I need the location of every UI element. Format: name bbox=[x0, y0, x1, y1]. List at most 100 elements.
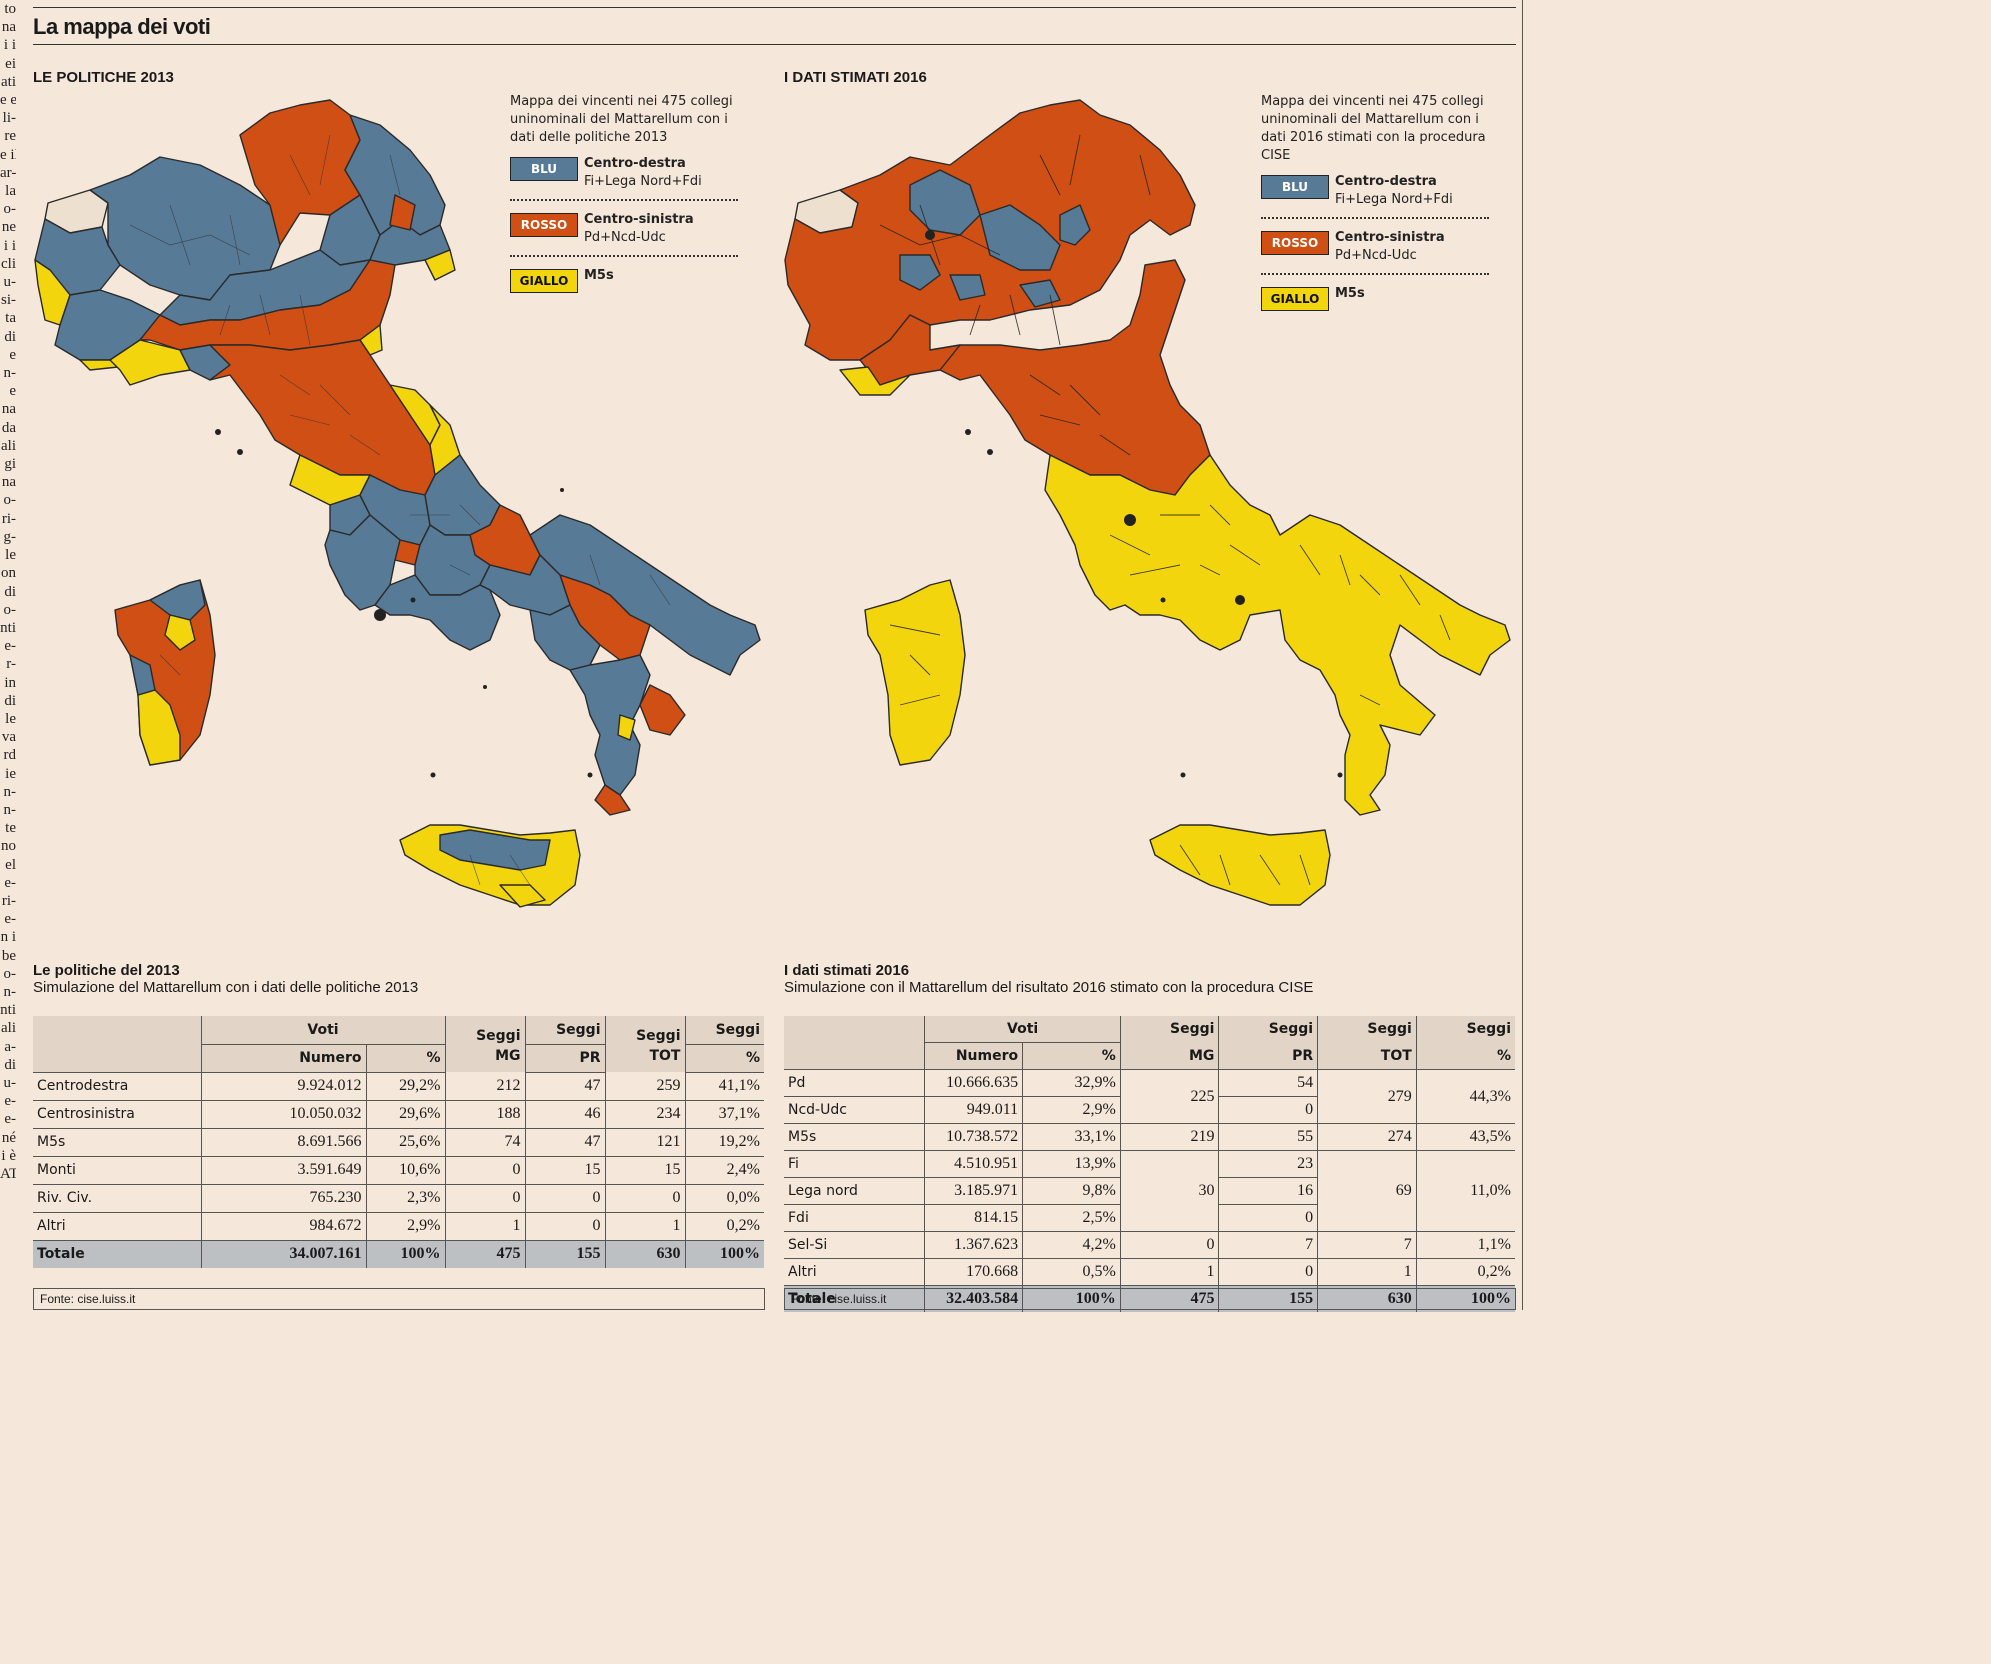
col-seggi-pr: Seggi bbox=[525, 1016, 606, 1045]
cell-pr: 0 bbox=[525, 1212, 606, 1241]
cell-tot: 15 bbox=[605, 1156, 686, 1185]
cell-pct: 10,6% bbox=[366, 1156, 446, 1185]
cell-name: Totale bbox=[33, 1240, 202, 1268]
article-line: re bbox=[4, 128, 16, 145]
article-line: no bbox=[1, 838, 16, 855]
legend-item-blu: BLU Centro-destra Fi+Lega Nord+Fdi bbox=[510, 155, 750, 195]
article-line: cli bbox=[1, 255, 16, 272]
article-line: di bbox=[4, 1056, 16, 1073]
cell-spct: 44,3% bbox=[1416, 1069, 1515, 1124]
col-seggi-tot: Seggi bbox=[1317, 1016, 1417, 1043]
article-line: e e bbox=[0, 92, 16, 109]
cell-spct: 0,2% bbox=[1416, 1258, 1515, 1286]
cell-spct: 41,1% bbox=[685, 1072, 764, 1101]
article-line: na bbox=[1, 474, 16, 491]
cell-tot: 274 bbox=[1317, 1123, 1417, 1151]
cell-name: Riv. Civ. bbox=[33, 1184, 202, 1213]
col-voti: Voti bbox=[924, 1016, 1121, 1043]
table-2013-header: Le politiche del 2013 Simulazione del Ma… bbox=[33, 962, 418, 996]
article-line: i i bbox=[3, 237, 16, 254]
article-line: nti bbox=[0, 619, 16, 636]
legend-item-rosso: ROSSO Centro-sinistra Pd+Ncd-Udc bbox=[1261, 229, 1501, 269]
legend-sub: Pd+Ncd-Udc bbox=[1335, 248, 1417, 263]
top-rule bbox=[33, 7, 1516, 8]
cell-name: Altri bbox=[784, 1258, 926, 1286]
col-voti: Voti bbox=[201, 1016, 446, 1045]
article-line: n- bbox=[3, 983, 17, 1000]
table-row: Pd 10.666.635 32,9% 225 54 279 44,3% bbox=[784, 1069, 1515, 1124]
table-row: M5s 10.738.572 33,1% 219 55 274 43,5% bbox=[784, 1123, 1515, 1151]
cell-tot: 69 bbox=[1317, 1150, 1417, 1232]
cell-mg: 475 bbox=[445, 1240, 526, 1268]
table-2016-header: I dati stimati 2016 Simulazione con il M… bbox=[784, 962, 1313, 996]
article-line: ar- bbox=[0, 164, 16, 181]
page-title: La mappa dei voti bbox=[33, 14, 211, 39]
cell-spct: 37,1% bbox=[685, 1100, 764, 1129]
cell-pr: 47 bbox=[525, 1128, 606, 1157]
article-line: le bbox=[5, 710, 16, 727]
cell-pr: 23 bbox=[1218, 1150, 1319, 1178]
article-line: e bbox=[9, 383, 16, 400]
cell-pr: 155 bbox=[525, 1240, 606, 1268]
article-line: o- bbox=[3, 601, 17, 618]
cell-numero: 34.007.161 bbox=[201, 1240, 367, 1268]
table-row: Centrodestra 9.924.012 29,2% 212 47 259 41,1% bbox=[33, 1072, 764, 1101]
article-line: gi bbox=[4, 456, 16, 473]
table-row: Altri 984.672 2,9% 1 0 1 0,2% bbox=[33, 1212, 764, 1241]
cell-numero: 9.924.012 bbox=[201, 1072, 367, 1101]
left-map-description: Mappa dei vincenti nei 475 collegi unino… bbox=[510, 94, 733, 145]
cell-name: Fi bbox=[784, 1150, 926, 1178]
cell-pr: 0 bbox=[1218, 1204, 1319, 1232]
cell-pr: 15 bbox=[525, 1156, 606, 1185]
legend-name: Centro-destra bbox=[584, 156, 686, 171]
article-line: n i bbox=[0, 929, 16, 946]
article-line: e- bbox=[4, 911, 16, 928]
col-seggi-pct: Seggi bbox=[1466, 1021, 1511, 1038]
article-line: la bbox=[5, 183, 16, 200]
cell-tot: 279 bbox=[1317, 1069, 1417, 1124]
cell-spct: 19,2% bbox=[685, 1128, 764, 1157]
col-numero: Numero bbox=[924, 1042, 1024, 1070]
article-line: ne bbox=[1, 219, 16, 236]
cell-spct: 100% bbox=[685, 1240, 764, 1268]
cell-pr: 0 bbox=[1218, 1258, 1319, 1286]
cell-pct: 100% bbox=[1022, 1285, 1121, 1312]
article-line: ri- bbox=[1, 892, 16, 909]
col-seggi-mg: Seggi bbox=[1120, 1016, 1220, 1043]
cell-mg: 225 bbox=[1120, 1069, 1220, 1124]
col-mg: MG bbox=[1120, 1042, 1220, 1070]
cell-pr: 55 bbox=[1218, 1123, 1319, 1151]
cell-name: Ncd-Udc bbox=[784, 1096, 926, 1124]
table-row: Centrosinistra 10.050.032 29,6% 188 46 234 37,… bbox=[33, 1100, 764, 1129]
table-2016-title: I dati stimati 2016 bbox=[784, 962, 910, 979]
cell-pct: 29,2% bbox=[366, 1072, 446, 1101]
cell-pr: 0 bbox=[525, 1184, 606, 1213]
legend-divider bbox=[510, 199, 738, 201]
cell-pct: 2,9% bbox=[1022, 1096, 1121, 1124]
article-line: ATA bbox=[0, 1166, 16, 1182]
article-line: e bbox=[9, 346, 16, 363]
cell-name: Monti bbox=[33, 1156, 202, 1185]
cell-pr: 7 bbox=[1218, 1231, 1319, 1259]
cell-mg: 475 bbox=[1120, 1285, 1220, 1312]
cell-tot: 259 bbox=[605, 1072, 686, 1101]
article-line: di bbox=[4, 328, 16, 345]
col-spct: % bbox=[685, 1044, 764, 1073]
italy-map-2013 bbox=[34, 99, 761, 908]
legend-swatch-giallo: GIALLO bbox=[1261, 287, 1329, 311]
cell-tot: 1 bbox=[1317, 1258, 1417, 1286]
cell-tot: 630 bbox=[1317, 1285, 1417, 1312]
cell-numero: 3.185.971 bbox=[924, 1177, 1024, 1205]
legend-item-giallo: GIALLO M5s bbox=[510, 267, 750, 307]
legend-item-blu: BLU Centro-destra Fi+Lega Nord+Fdi bbox=[1261, 173, 1501, 213]
cell-mg: 212 bbox=[445, 1072, 526, 1101]
col-pct: % bbox=[1022, 1042, 1121, 1070]
cell-numero: 10.666.635 bbox=[924, 1069, 1024, 1097]
article-line: n- bbox=[3, 783, 17, 800]
cell-pr: 47 bbox=[525, 1072, 606, 1101]
cell-pr: 54 bbox=[1218, 1069, 1319, 1097]
legend-swatch-rosso: ROSSO bbox=[510, 213, 578, 237]
article-line: ie bbox=[5, 765, 16, 782]
cell-name: Centrodestra bbox=[33, 1072, 202, 1101]
cell-pct: 2,5% bbox=[1022, 1204, 1121, 1232]
